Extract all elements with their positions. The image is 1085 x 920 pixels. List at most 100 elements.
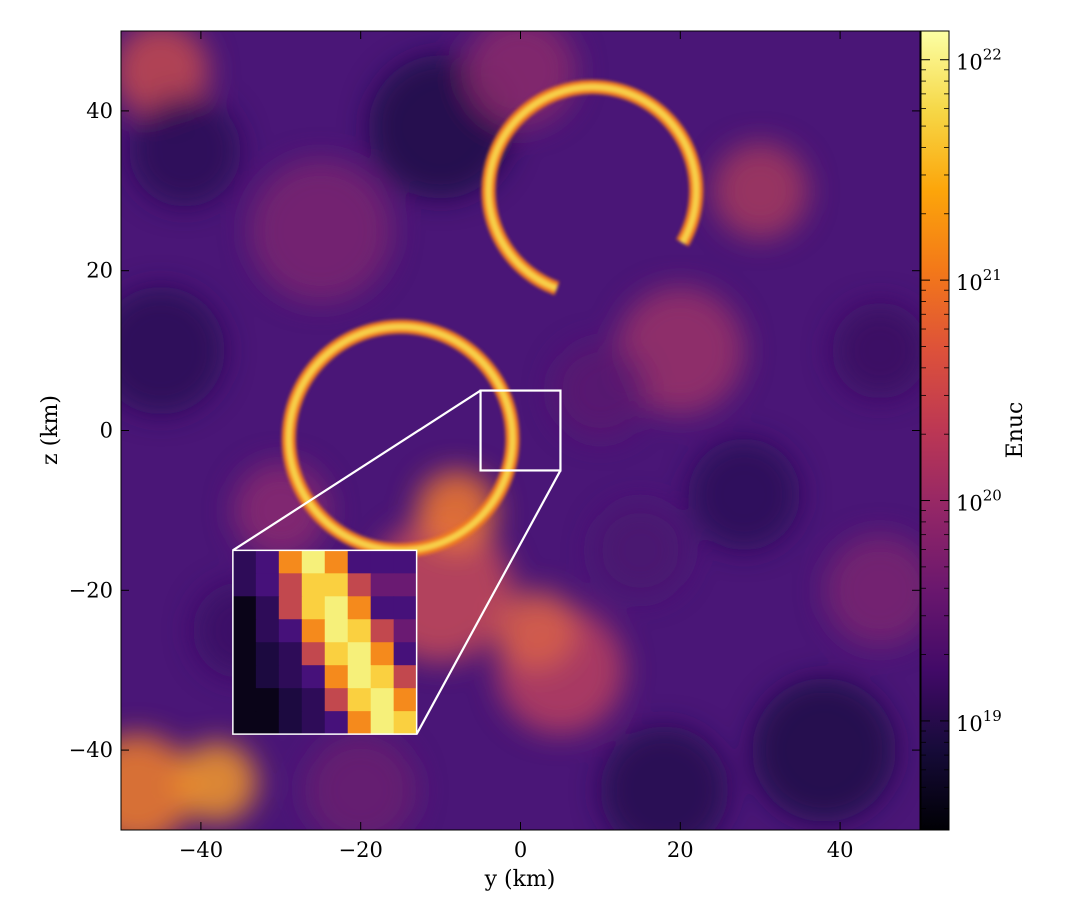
inset-cell	[278, 642, 303, 666]
inset-cell	[278, 550, 303, 574]
inset-cell	[301, 642, 326, 666]
texture-blob-2	[176, 742, 257, 823]
y-tick-label: 40	[86, 99, 113, 123]
texture-blob-16	[248, 158, 393, 303]
inset-cell	[324, 596, 349, 620]
texture-blob-23	[416, 470, 497, 551]
zoom-connector-top	[232, 389, 482, 552]
x-tick-label: 40	[827, 838, 854, 862]
texture-blob-17	[552, 342, 649, 439]
inset-cell	[347, 665, 372, 689]
inset-cell	[301, 596, 326, 620]
inset-cell	[370, 573, 395, 597]
inset-cell	[347, 550, 372, 574]
x-tick-label: 20	[667, 838, 694, 862]
inset-cell	[393, 642, 418, 666]
inset-cell	[347, 573, 372, 597]
x-tick-label: −40	[179, 838, 223, 862]
texture-blob-1	[121, 734, 193, 830]
inset-cell	[255, 665, 280, 689]
inset-cell	[232, 596, 257, 620]
inset-cell	[370, 665, 395, 689]
colorbar-label: Enuc	[1003, 402, 1028, 459]
inset-cell	[301, 619, 326, 643]
x-tick-label: −20	[339, 838, 383, 862]
zoom-connector-bottom	[415, 469, 562, 735]
x-axis-label: y (km)	[484, 867, 556, 892]
inset-cell	[370, 619, 395, 643]
x-axis-ticks: −40 −20 0 20 40	[179, 31, 854, 862]
inset-cell	[370, 642, 395, 666]
inset-cell	[301, 550, 326, 574]
inset-cell	[347, 711, 372, 735]
inset-cell	[278, 688, 303, 712]
zoom-overlay	[232, 389, 562, 735]
inset-cell	[278, 619, 303, 643]
inset-cell	[324, 642, 349, 666]
inset-cell	[393, 596, 418, 620]
inset-cell	[255, 550, 280, 574]
texture-blob-18	[304, 734, 417, 830]
inset-cell	[393, 573, 418, 597]
zoom-box	[479, 389, 562, 472]
colorbar-tick-label: 1021	[956, 266, 1002, 295]
inset-cell	[393, 688, 418, 712]
texture-blob-14	[600, 726, 729, 830]
inset-cell	[255, 688, 280, 712]
colorbar-frame	[920, 30, 950, 831]
inset-cell	[232, 688, 257, 712]
inset-cell	[393, 550, 418, 574]
inset-cell	[393, 665, 418, 689]
inset-cell	[347, 619, 372, 643]
inset-cell	[301, 665, 326, 689]
colorbar-tick-label: 1020	[956, 487, 1002, 516]
inset-cell	[255, 619, 280, 643]
inset-cell	[347, 642, 372, 666]
inset-cell	[232, 573, 257, 597]
inset-cell	[278, 665, 303, 689]
texture-blob-9	[128, 94, 241, 207]
y-tick-label: 20	[86, 259, 113, 283]
heatmap-field	[121, 31, 920, 830]
inset-cell	[324, 665, 349, 689]
inset-cell	[232, 642, 257, 666]
inset-cell	[324, 550, 349, 574]
texture-blob-10	[616, 286, 745, 415]
inset-cell	[324, 619, 349, 643]
inset-cell	[370, 688, 395, 712]
texture-blob-13	[752, 678, 897, 823]
inset-cell	[255, 711, 280, 735]
texture-blob-12	[688, 438, 801, 551]
colorbar	[921, 31, 949, 830]
texture-blob-19	[824, 534, 920, 647]
inset-cell	[255, 573, 280, 597]
y-tick-label: 0	[100, 419, 113, 443]
texture-blob-11	[712, 142, 809, 239]
inset-cell	[278, 711, 303, 735]
inset-cell	[278, 596, 303, 620]
texture-blob-22	[592, 502, 689, 599]
inset-cell	[232, 711, 257, 735]
texture-blob-5	[496, 590, 577, 671]
colorbar-tick-label: 1022	[956, 46, 1002, 75]
inset-cell	[324, 711, 349, 735]
inset-cell	[393, 619, 418, 643]
texture-blob-15	[832, 302, 920, 399]
x-tick-label: 0	[514, 838, 527, 862]
y-axis-ticks: −40 −20 0 20 40	[69, 99, 920, 762]
inset-cell	[324, 688, 349, 712]
flame-ring-upper	[485, 83, 700, 292]
inset-cell	[301, 573, 326, 597]
colorbar-ticks: 1019 1020 1021 1022	[921, 46, 1002, 810]
inset-cell	[232, 665, 257, 689]
inset-cell	[370, 596, 395, 620]
inset-cell	[232, 619, 257, 643]
colorbar-tick-label: 1019	[956, 707, 1002, 736]
y-axis-label: z (km)	[38, 395, 63, 465]
inset-cell	[347, 688, 372, 712]
inset-cell	[370, 550, 395, 574]
zoom-inset	[232, 549, 418, 735]
inset-cell	[232, 550, 257, 574]
inset-cell	[370, 711, 395, 735]
inset-cell	[347, 596, 372, 620]
